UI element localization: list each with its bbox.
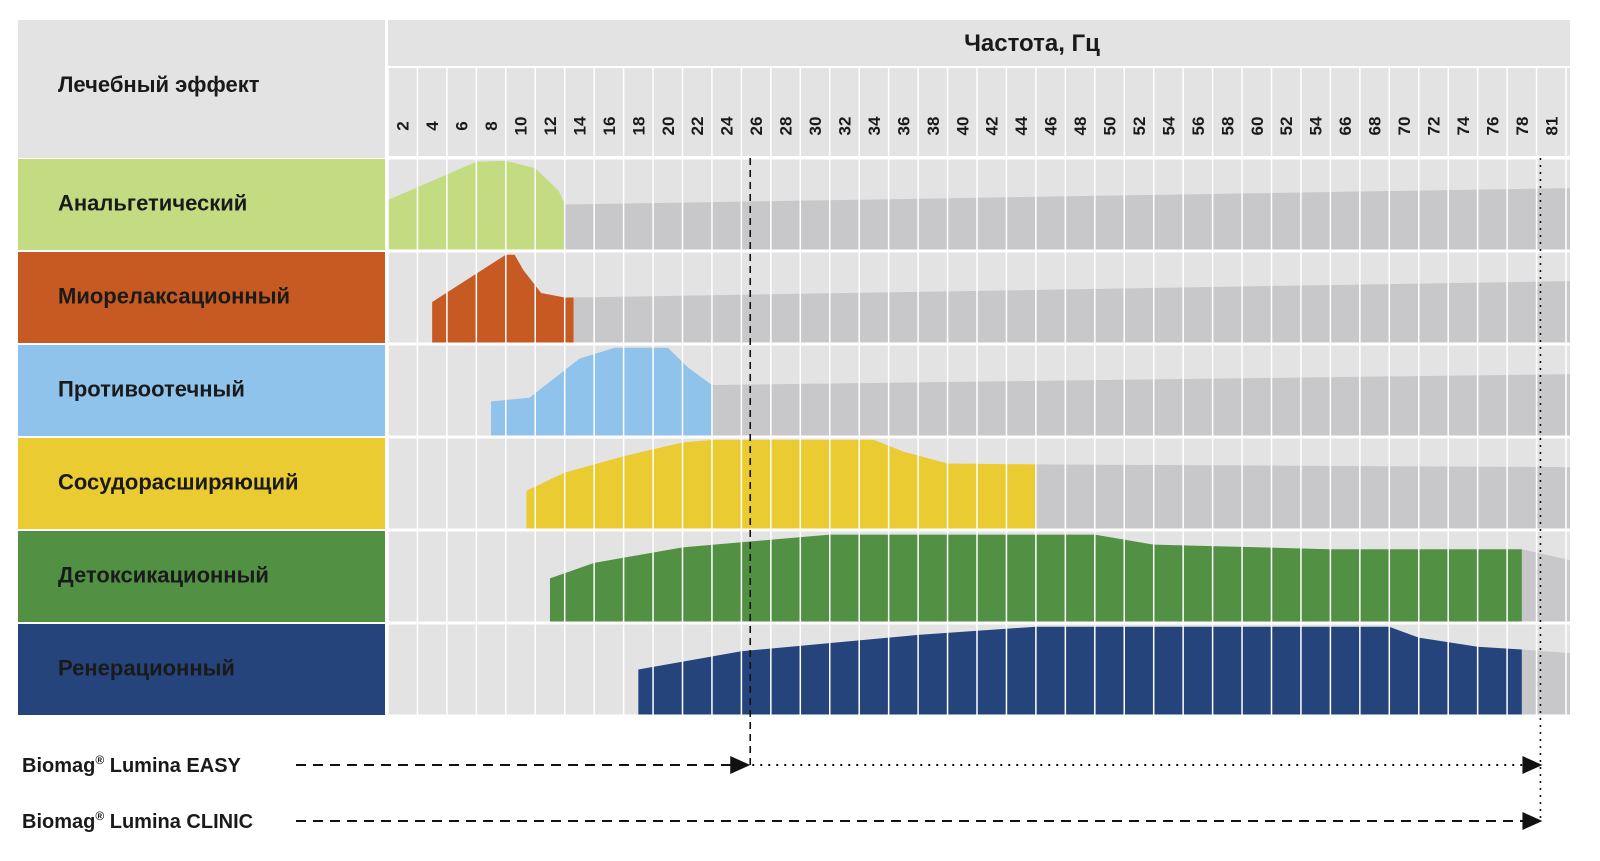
effect-label: Детоксикационный [58,563,269,588]
x-tick-label: 6 [453,121,472,130]
row-header-label: Лечебный эффект [58,72,260,97]
x-tick-label: 36 [894,117,913,136]
x-tick-label: 34 [865,116,884,135]
x-tick-label: 32 [835,117,854,136]
x-tick-label: 40 [953,117,972,136]
x-tick-label: 4 [423,121,442,131]
x-title-cell [388,20,1570,66]
device-range-arrow [730,756,751,774]
x-tick-label: 8 [482,121,501,130]
x-tick-label: 60 [1248,117,1267,136]
x-tick-label: 12 [541,117,560,136]
effect-tail [1521,649,1570,715]
x-tick-label: 56 [1189,117,1208,136]
x-tick-label: 72 [1424,117,1443,136]
effect-label-cell [18,624,385,715]
effect-label-cell [18,252,385,343]
effect-label-cell [18,159,385,250]
effect-label: Миорелаксационный [58,284,290,309]
effect-label-cell [18,345,385,436]
x-tick-label: 52 [1130,117,1149,136]
effect-tail [573,281,1570,343]
x-tick-label: 78 [1513,117,1532,136]
x-tick-label: 70 [1395,117,1414,136]
effect-tail [1035,464,1570,529]
effect-tail [564,188,1570,250]
x-tick-label: 46 [1042,117,1061,136]
effect-label-cell [18,438,385,529]
device-ranges: Biomag® Lumina EASY Biomag® Lumina CLINIC [22,158,1543,833]
x-tick-label: 54 [1159,116,1178,135]
x-tick-label: 76 [1483,117,1502,136]
x-tick-label: 44 [1012,116,1031,135]
tick-row-cell [388,68,1570,156]
x-tick-label: 10 [512,117,531,136]
effect-label: Противоотечный [58,377,245,402]
x-tick-label: 18 [629,117,648,136]
x-tick-label: 74 [1454,116,1473,135]
effect-label: Анальгетический [58,191,247,216]
effect-band [432,254,574,343]
x-tick-label: 68 [1366,117,1385,136]
effect-label: Ренерационный [58,656,235,681]
x-tick-label: 20 [659,117,678,136]
frequency-grid [387,68,1570,718]
x-tick-label: 24 [718,116,737,135]
effect-tail [711,374,1570,436]
x-tick-label: 42 [983,117,1002,136]
effect-label: Сосудорасширяющий [58,470,299,495]
x-tick-label: 81 [1542,117,1561,136]
x-tick-label: 26 [747,117,766,136]
device-range-arrow [1522,812,1543,830]
x-tick-label: 48 [1071,117,1090,136]
x-tick-label: 58 [1218,117,1237,136]
effect-tail [1521,549,1570,622]
x-tick-label: 28 [777,117,796,136]
x-tick-label: 14 [570,116,589,135]
x-tick-label: 30 [806,117,825,136]
x-tick-label: 66 [1336,117,1355,136]
x-axis-title: Частота, Гц [964,30,1100,57]
device-range-arrow [1522,756,1543,774]
device-range-label: Biomag® Lumina CLINIC [22,809,253,833]
x-tick-label: 38 [924,117,943,136]
effect-label-cell [18,531,385,622]
x-tick-label: 16 [600,117,619,136]
x-tick-label: 22 [688,117,707,136]
x-tick-label: 50 [1101,117,1120,136]
effect-labels: Анальгетический Миорелаксационный Противоо… [58,191,299,681]
x-tick-label: 52 [1277,117,1296,136]
x-tick-label: 2 [394,121,413,130]
effect-band [491,347,712,436]
chart-header: Лечебный эффект Частота, Гц [58,30,1100,97]
frequency-tick-labels: 2 4 6 8 10 12 14 16 18 20 22 24 26 28 30 32 34 36 38 40 42 44… [394,116,1562,135]
row-header-cell [18,20,385,158]
device-range-label: Biomag® Lumina EASY [22,753,242,777]
x-tick-label: 54 [1307,116,1326,135]
